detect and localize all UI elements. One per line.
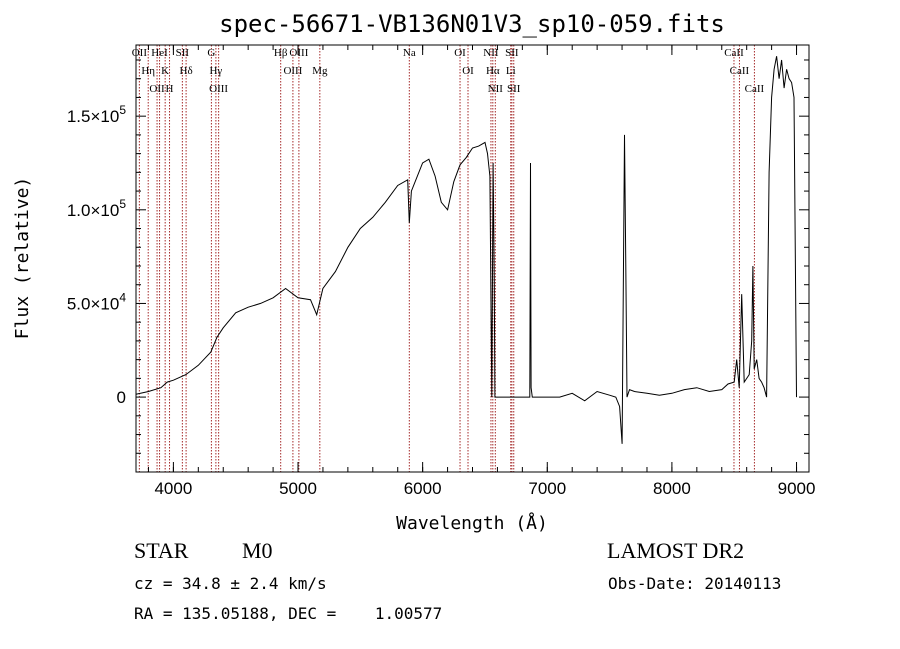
x-tick-label: 7000 — [528, 479, 566, 498]
observation-date: Obs-Date: 20140113 — [608, 574, 782, 593]
line-label: H — [166, 83, 174, 95]
spectrum-series — [135, 56, 797, 444]
y-tick-label: 1.5×105 — [67, 103, 126, 126]
plot-frame — [135, 44, 810, 473]
coordinates: RA = 135.05188, DEC = 1.00577 — [134, 604, 443, 623]
object-class: STAR — [134, 538, 189, 563]
line-label: SII — [505, 47, 519, 59]
survey-name: LAMOST DR2 — [607, 538, 745, 563]
x-tick-label: 4000 — [154, 479, 192, 498]
x-tick-label: 5000 — [279, 479, 317, 498]
line-label: Li — [506, 65, 516, 77]
line-label: CaII — [730, 65, 750, 77]
line-label: NII — [483, 47, 499, 59]
line-label: OI — [462, 65, 474, 77]
x-tick-label: 9000 — [778, 479, 816, 498]
line-label: OIII — [289, 47, 308, 59]
line-markers — [138, 45, 755, 472]
line-label: OIII — [209, 83, 228, 95]
x-tick-label: 8000 — [653, 479, 691, 498]
line-label: SII — [507, 83, 521, 95]
line-label: Na — [403, 47, 416, 59]
x-tick-label: 6000 — [404, 479, 442, 498]
line-label: OI — [454, 47, 466, 59]
y-tick-label: 5.0×104 — [67, 290, 126, 313]
object-subclass: M0 — [242, 538, 273, 563]
line-label: Hη — [141, 65, 155, 77]
chart-title: spec-56671-VB136N01V3_sp10-059.fits — [219, 10, 725, 38]
line-label: OIII — [283, 65, 302, 77]
line-label: NII — [488, 83, 504, 95]
line-label: Hδ — [180, 65, 193, 77]
y-axis: 0 5.0×104 1.0×105 1.5×105 — [67, 59, 809, 454]
line-label: SII — [176, 47, 190, 59]
line-label: CaII — [724, 47, 744, 59]
line-label: Mg — [312, 65, 328, 77]
y-tick-label: 1.0×105 — [67, 197, 126, 220]
line-label: K — [161, 65, 169, 77]
line-label: HeI — [151, 47, 168, 59]
line-label: OII — [149, 83, 165, 95]
y-tick-label: 0 — [117, 388, 126, 407]
line-label: G — [207, 47, 215, 59]
line-label: OII — [132, 47, 148, 59]
line-label: Hβ — [274, 47, 288, 59]
y-axis-label: Flux (relative) — [12, 177, 33, 340]
x-axis-label: Wavelength (Å) — [396, 512, 548, 534]
line-label: Hγ — [209, 65, 222, 77]
x-axis: 4000 5000 6000 7000 8000 9000 — [147, 45, 816, 498]
line-label: Hα — [486, 65, 500, 77]
redshift-velocity: cz = 34.8 ± 2.4 km/s — [134, 574, 327, 593]
line-label: CaII — [745, 83, 765, 95]
